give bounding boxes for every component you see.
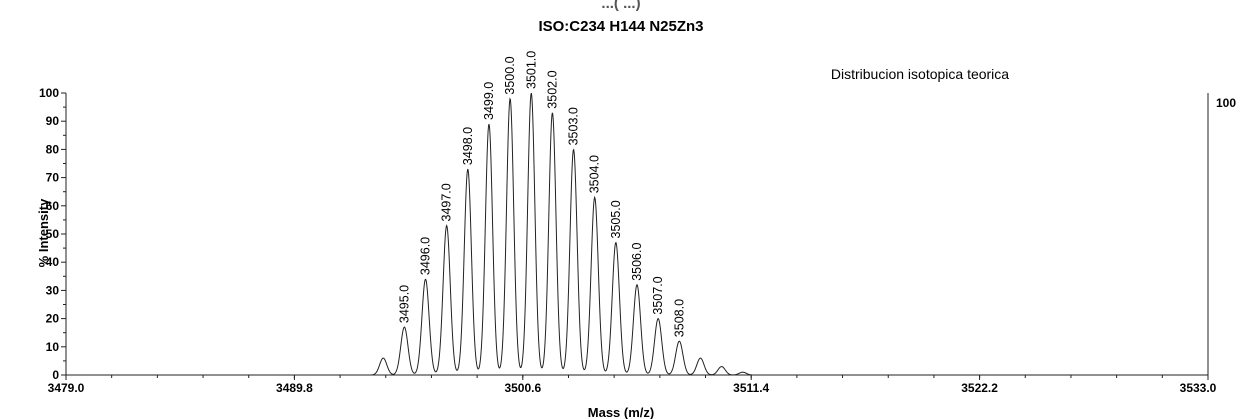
peak-label: 3505.0 bbox=[609, 200, 623, 238]
peak-label: 3503.0 bbox=[567, 107, 581, 145]
spectrum-trace bbox=[66, 92, 1208, 376]
x-tick-label: 3479.0 bbox=[48, 381, 85, 395]
y-tick-label: 50 bbox=[46, 227, 60, 241]
x-tick-label: 3500.6 bbox=[504, 381, 541, 395]
y-tick-label: 70 bbox=[46, 171, 60, 185]
chart-title-partial: ...( ...) bbox=[601, 0, 640, 12]
x-tick-label: 3489.8 bbox=[276, 381, 313, 395]
peak-label: 3497.0 bbox=[440, 183, 454, 221]
peak-label: 3496.0 bbox=[419, 237, 433, 275]
x-ticks: 3479.0 3489.8 3500.6 3511.4 3522.2 3533.0 bbox=[48, 375, 1217, 395]
y-tick-label: 20 bbox=[46, 312, 60, 326]
peak-label: 3504.0 bbox=[588, 155, 602, 193]
right-axis-label: 100 bbox=[1216, 96, 1236, 110]
peak-label: 3500.0 bbox=[503, 56, 517, 94]
peak-label: 3501.0 bbox=[524, 51, 538, 89]
y-tick-label: 0 bbox=[52, 368, 59, 382]
y-tick-label: 60 bbox=[46, 199, 60, 213]
y-tick-label: 10 bbox=[46, 340, 60, 354]
x-tick-label: 3511.4 bbox=[733, 381, 769, 395]
x-tick-label: 3522.2 bbox=[961, 381, 998, 395]
peak-label: 3498.0 bbox=[461, 127, 475, 165]
y-ticks: 0 10 20 30 40 50 60 70 80 90 100 bbox=[39, 86, 66, 382]
peak-label: 3507.0 bbox=[651, 276, 665, 314]
chart-title: ISO:C234 H144 N25Zn3 bbox=[538, 18, 703, 35]
chart-annotation: Distribucion isotopica teorica bbox=[831, 66, 1009, 82]
peak-label: 3502.0 bbox=[545, 70, 559, 108]
y-tick-label: 90 bbox=[46, 114, 60, 128]
y-tick-label: 100 bbox=[39, 86, 59, 100]
y-tick-label: 40 bbox=[46, 255, 60, 269]
peak-labels: 3495.0 3496.0 3497.0 3498.0 3499.0 3500.0 3501… bbox=[397, 51, 686, 337]
peak-label: 3499.0 bbox=[482, 82, 496, 120]
peak-label: 3506.0 bbox=[630, 243, 644, 281]
y-tick-label: 80 bbox=[46, 142, 60, 156]
peak-label: 3508.0 bbox=[672, 299, 686, 337]
x-axis-label: Mass (m/z) bbox=[588, 405, 654, 419]
x-tick-label: 3533.0 bbox=[1180, 381, 1217, 395]
y-tick-label: 30 bbox=[46, 283, 60, 297]
peak-label: 3495.0 bbox=[397, 285, 411, 323]
y-axis-label: % Intensity bbox=[36, 198, 51, 267]
